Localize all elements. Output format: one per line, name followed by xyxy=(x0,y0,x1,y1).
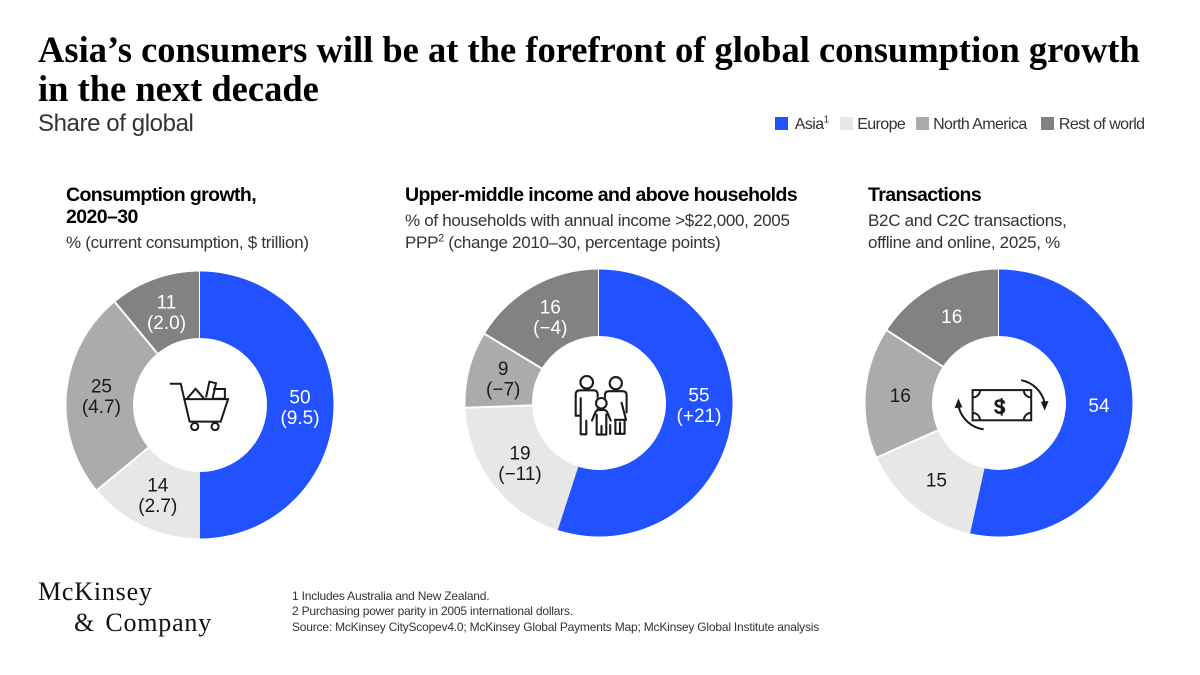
svg-text:(−7): (−7) xyxy=(486,379,520,400)
svg-text:(−4): (−4) xyxy=(533,318,567,339)
svg-text:54: 54 xyxy=(1088,396,1110,417)
svg-text:11: 11 xyxy=(157,293,177,314)
svg-text:19: 19 xyxy=(509,443,530,464)
svg-text:(2.0): (2.0) xyxy=(147,313,186,334)
svg-text:(4.7): (4.7) xyxy=(82,397,121,418)
svg-text:16: 16 xyxy=(540,298,561,319)
svg-text:25: 25 xyxy=(91,376,112,397)
svg-text:(2.7): (2.7) xyxy=(138,496,177,517)
svg-text:(9.5): (9.5) xyxy=(280,408,319,429)
svg-text:50: 50 xyxy=(289,388,310,409)
svg-text:16: 16 xyxy=(890,386,911,407)
svg-text:14: 14 xyxy=(147,475,169,496)
svg-text:16: 16 xyxy=(941,307,962,328)
svg-text:(+21): (+21) xyxy=(677,406,722,427)
svg-text:(−11): (−11) xyxy=(498,464,541,485)
svg-text:55: 55 xyxy=(688,386,709,407)
svg-text:15: 15 xyxy=(926,471,947,492)
svg-text:9: 9 xyxy=(498,359,509,380)
